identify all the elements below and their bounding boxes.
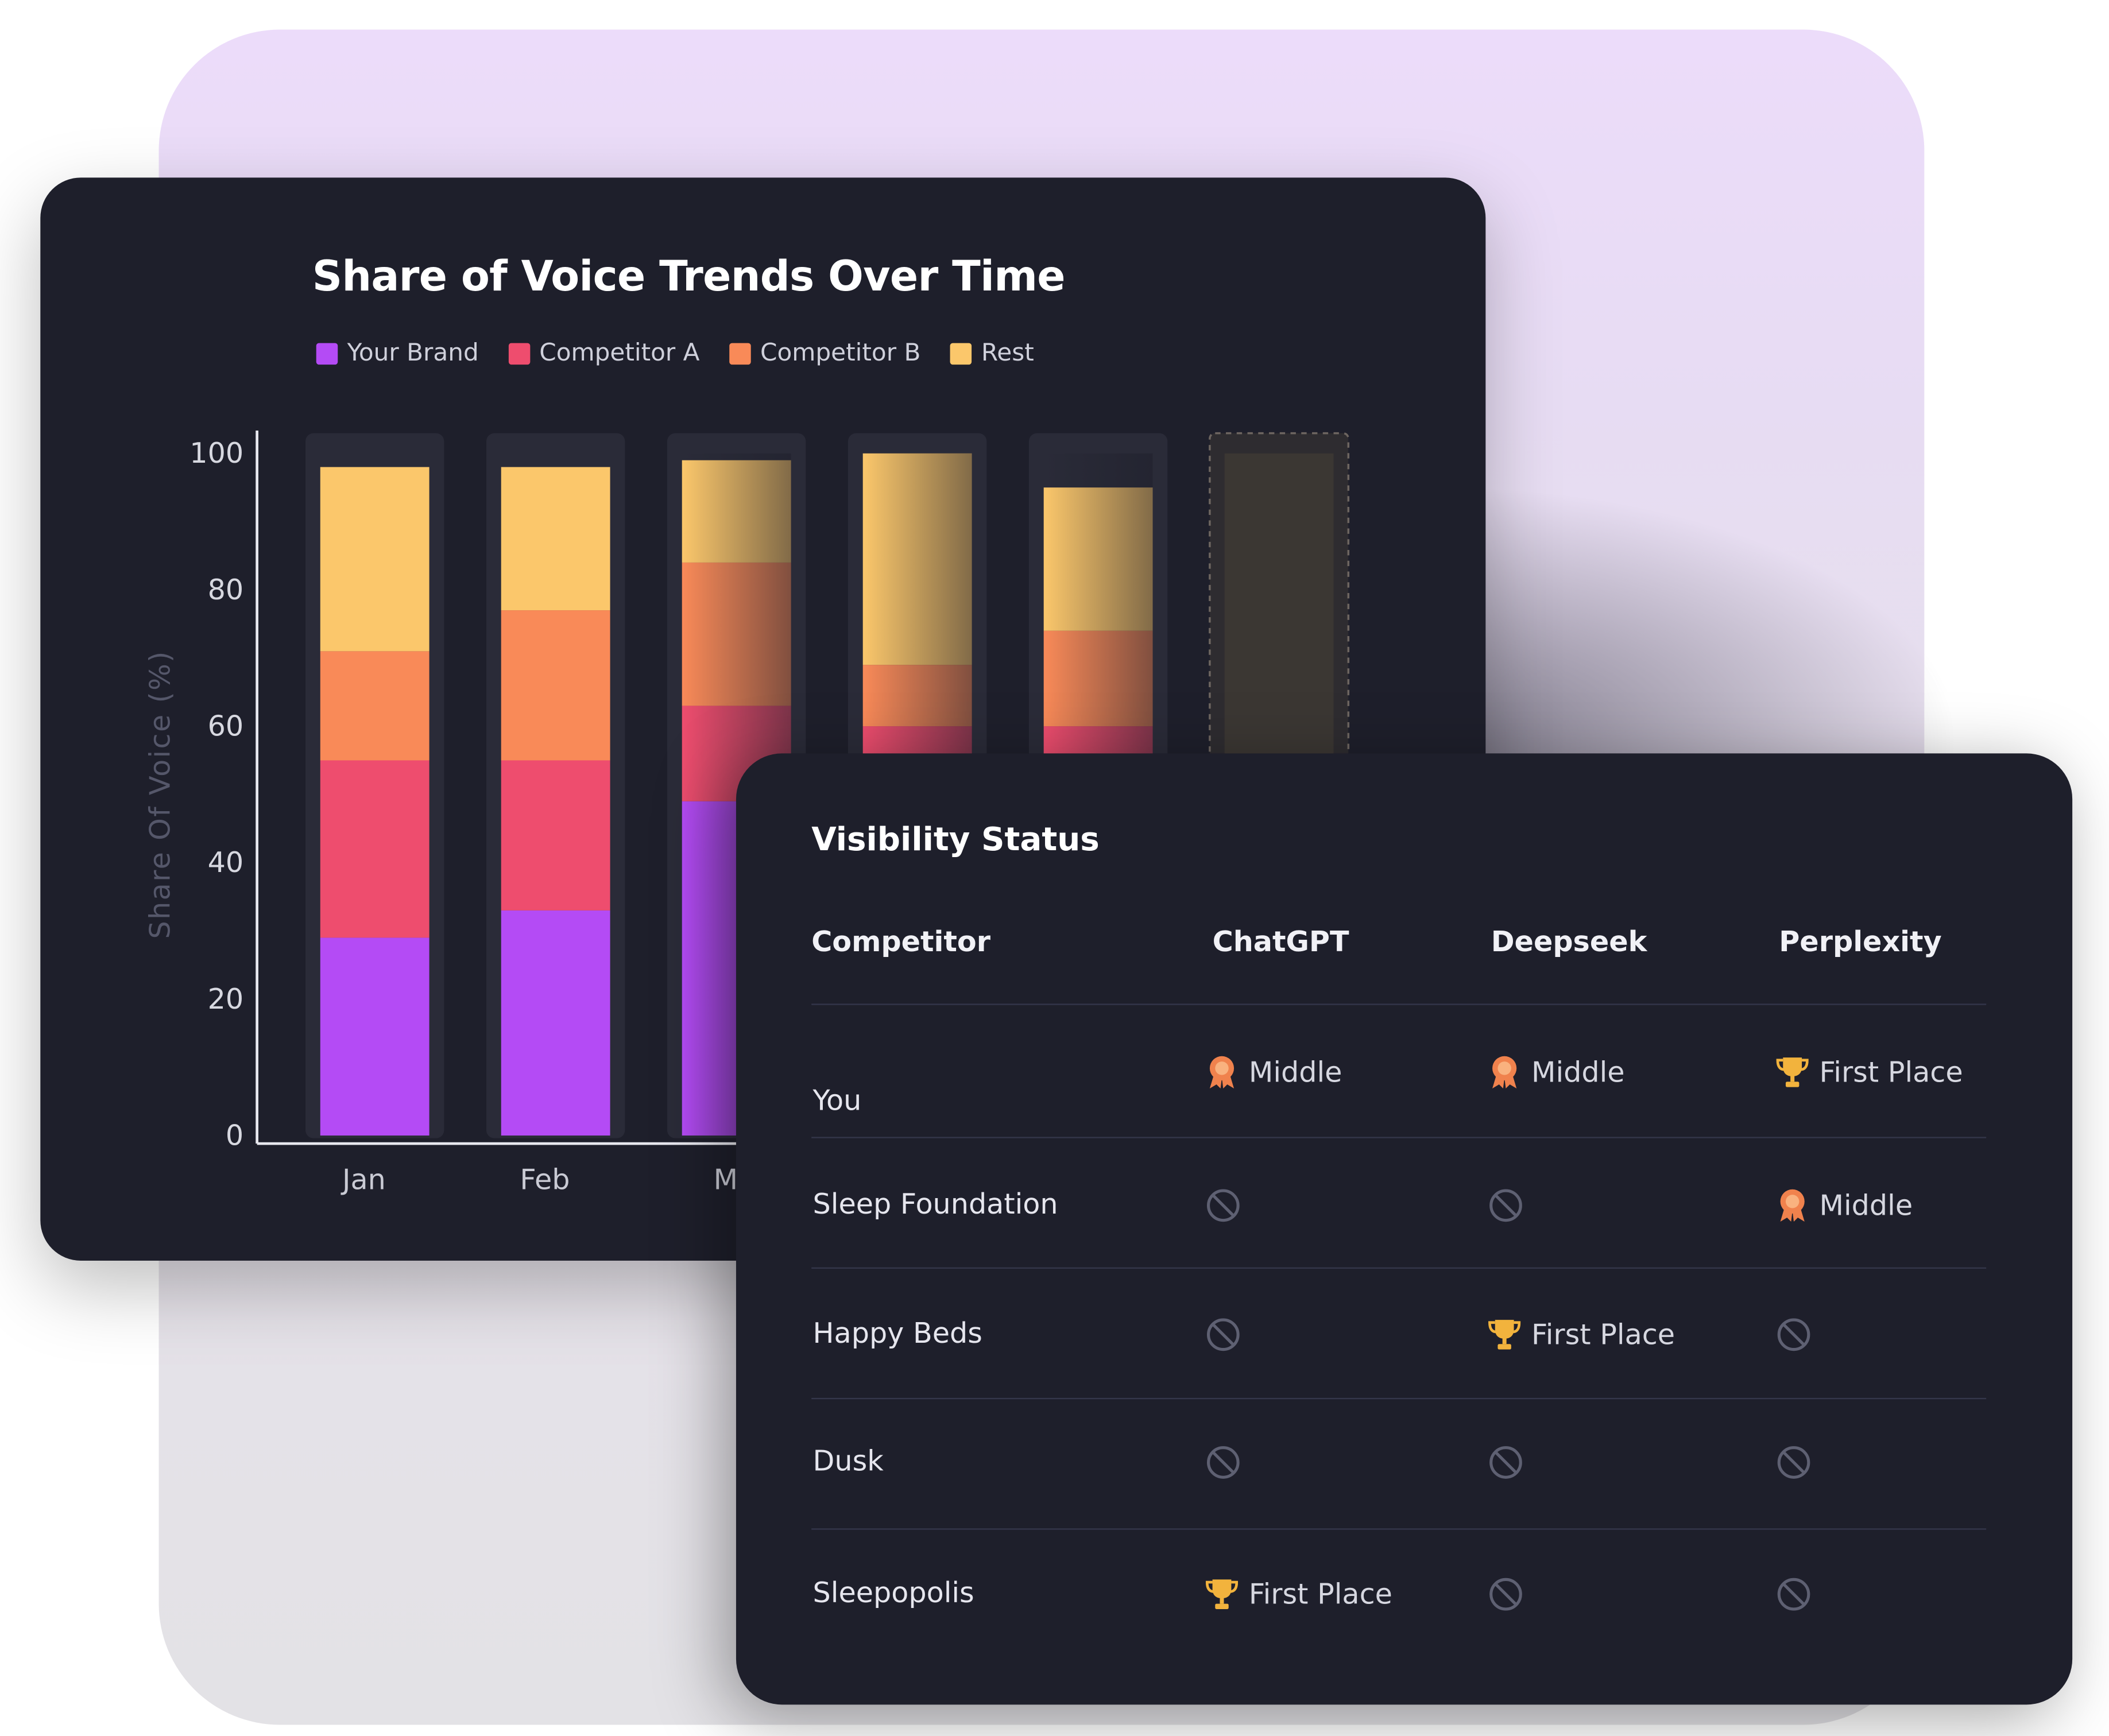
bar-segment	[501, 910, 610, 1136]
competitor-name: Sleepopolis	[812, 1576, 974, 1609]
status-cell: Middle	[1777, 1188, 1913, 1223]
status-cell: First Place	[1776, 1055, 1963, 1090]
bar-segment	[320, 467, 429, 652]
status-cell	[1206, 1317, 1241, 1352]
status-cell	[1777, 1317, 1812, 1352]
status-label: First Place	[1819, 1056, 1963, 1088]
legend-label: Competitor A	[539, 339, 700, 367]
placeholder-bar	[1224, 453, 1334, 777]
y-tick-label: 20	[208, 982, 244, 1016]
y-tick-label: 40	[208, 846, 244, 879]
y-axis-label: Share Of Voice (%)	[143, 650, 176, 939]
legend-label: Rest	[981, 339, 1034, 367]
competitor-name: You	[812, 1084, 862, 1117]
x-tick-label: M	[714, 1163, 738, 1196]
status-label: First Place	[1531, 1318, 1675, 1351]
status-cell: Middle	[1206, 1055, 1342, 1090]
not-visible-icon	[1777, 1317, 1812, 1352]
status-cell	[1777, 1445, 1812, 1480]
status-cell: First Place	[1205, 1577, 1392, 1612]
chart-title: Share of Voice Trends Over Time	[312, 253, 1066, 301]
legend-swatch	[508, 342, 530, 364]
header-chatgpt: ChatGPT	[1212, 925, 1349, 958]
medal-icon	[1206, 1055, 1238, 1090]
table-title: Visibility Status	[811, 820, 1100, 859]
row-divider	[811, 1398, 1987, 1400]
status-cell: Middle	[1488, 1055, 1625, 1090]
header-competitor: Competitor	[811, 925, 991, 958]
status-cell	[1488, 1445, 1523, 1480]
legend-label: Your Brand	[347, 339, 479, 367]
not-visible-icon	[1488, 1445, 1523, 1480]
bar-segment	[501, 467, 610, 611]
status-label: Middle	[1531, 1056, 1625, 1088]
bar-segment	[320, 760, 429, 938]
legend-swatch	[729, 342, 751, 364]
legend-item: Competitor B	[729, 339, 920, 367]
status-cell	[1206, 1188, 1241, 1223]
bar-segment	[501, 760, 610, 910]
x-tick-label: Feb	[520, 1163, 570, 1196]
not-visible-icon	[1488, 1188, 1523, 1223]
bar-segment	[501, 610, 610, 761]
not-visible-icon	[1206, 1188, 1241, 1223]
row-divider	[811, 1137, 1987, 1138]
legend-swatch	[316, 342, 338, 364]
competitor-name: Sleep Foundation	[812, 1188, 1058, 1220]
status-cell: First Place	[1488, 1317, 1675, 1352]
visibility-status-card: Visibility Status Competitor ChatGPT Dee…	[736, 753, 2073, 1705]
competitor-name: Dusk	[812, 1445, 884, 1478]
x-tick-label: Jan	[340, 1163, 386, 1196]
legend-label: Competitor B	[760, 339, 921, 367]
legend-item: Competitor A	[508, 339, 700, 367]
y-tick-label: 0	[226, 1118, 243, 1152]
y-tick-label: 100	[189, 436, 243, 470]
status-cell	[1488, 1188, 1523, 1223]
not-visible-icon	[1777, 1577, 1812, 1612]
status-label: First Place	[1248, 1578, 1392, 1611]
row-divider	[811, 1003, 1987, 1005]
row-divider	[811, 1267, 1987, 1269]
legend-item: Your Brand	[316, 339, 479, 367]
not-visible-icon	[1488, 1577, 1523, 1612]
status-cell	[1206, 1445, 1241, 1480]
legend-item: Rest	[950, 339, 1034, 367]
status-label: Middle	[1819, 1189, 1913, 1222]
status-cell	[1777, 1577, 1812, 1612]
row-divider	[811, 1528, 1987, 1530]
trophy-icon	[1488, 1317, 1521, 1352]
not-visible-icon	[1777, 1445, 1812, 1480]
legend-swatch	[950, 342, 972, 364]
trophy-icon	[1205, 1577, 1239, 1612]
header-deepseek: Deepseek	[1491, 925, 1647, 958]
bar-segment	[320, 651, 429, 761]
status-cell	[1488, 1577, 1523, 1612]
not-visible-icon	[1206, 1317, 1241, 1352]
not-visible-icon	[1206, 1445, 1241, 1480]
header-perplexity: Perplexity	[1779, 925, 1942, 958]
status-label: Middle	[1248, 1056, 1342, 1088]
bar-segment	[320, 937, 429, 1136]
medal-icon	[1777, 1188, 1809, 1223]
y-tick-label: 80	[208, 573, 244, 606]
competitor-name: Happy Beds	[812, 1317, 982, 1350]
trophy-icon	[1776, 1055, 1809, 1090]
y-tick-label: 60	[208, 709, 244, 742]
medal-icon	[1488, 1055, 1520, 1090]
chart-legend: Your Brand Competitor A Competitor B Rest	[316, 339, 1034, 367]
